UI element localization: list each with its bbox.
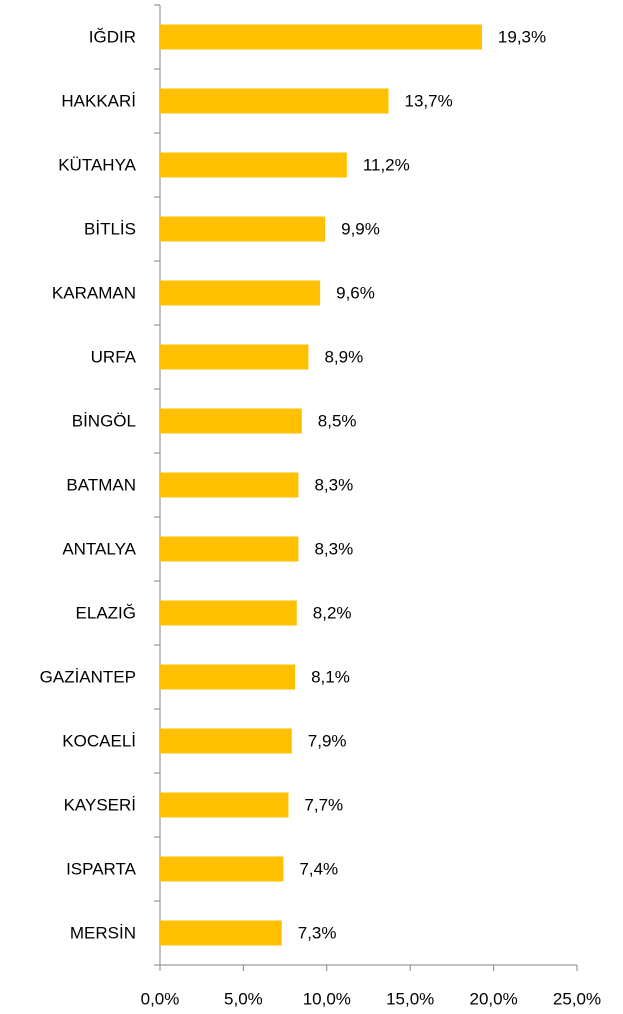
bar [160,24,482,50]
value-label: 8,5% [318,411,357,430]
x-tick-label: 10,0% [303,989,351,1008]
y-tick-label: BATMAN [66,475,136,494]
value-label: 13,7% [405,91,453,110]
bar [160,920,282,946]
value-label: 8,3% [314,539,353,558]
y-tick-label: IĞDIR [89,27,136,46]
bar [160,344,309,370]
value-label: 8,1% [311,667,350,686]
y-tick-label: URFA [91,347,137,366]
y-tick-label: HAKKARİ [61,91,136,110]
value-label: 11,2% [363,155,410,174]
bar [160,600,297,626]
y-tick-label: MERSİN [70,923,136,942]
bar [160,536,299,562]
value-label: 7,3% [298,923,337,942]
y-tick-label: ANTALYA [62,539,136,558]
y-tick-label: KAYSERİ [64,795,136,814]
bar [160,152,347,178]
y-tick-label: KOCAELİ [62,731,136,750]
y-tick-label: BİTLİS [84,219,136,238]
bar [160,728,292,754]
x-tick-label: 25,0% [553,989,601,1008]
x-tick-label: 20,0% [469,989,517,1008]
x-tick-label: 15,0% [386,989,434,1008]
bar [160,856,284,882]
value-label: 19,3% [498,27,546,46]
x-tick-label: 5,0% [224,989,263,1008]
value-label: 8,2% [313,603,352,622]
value-label: 8,9% [324,347,363,366]
y-tick-label: KARAMAN [52,283,136,302]
y-tick-label: KÜTAHYA [58,155,136,174]
value-label: 9,6% [336,283,375,302]
value-label: 7,4% [299,859,338,878]
value-label: 8,3% [314,475,353,494]
y-tick-label: ISPARTA [66,859,137,878]
bar [160,664,296,690]
y-tick-label: GAZİANTEP [40,667,136,686]
value-label: 9,9% [341,219,380,238]
x-tick-label: 0,0% [141,989,180,1008]
bar [160,280,321,306]
bar [160,472,299,498]
value-label: 7,7% [304,795,343,814]
bar [160,408,302,434]
value-label: 7,9% [308,731,347,750]
bar [160,792,289,818]
bar [160,216,326,242]
y-tick-label: BİNGÖL [72,411,136,430]
y-tick-label: ELAZIĞ [76,603,136,622]
bar [160,88,389,114]
